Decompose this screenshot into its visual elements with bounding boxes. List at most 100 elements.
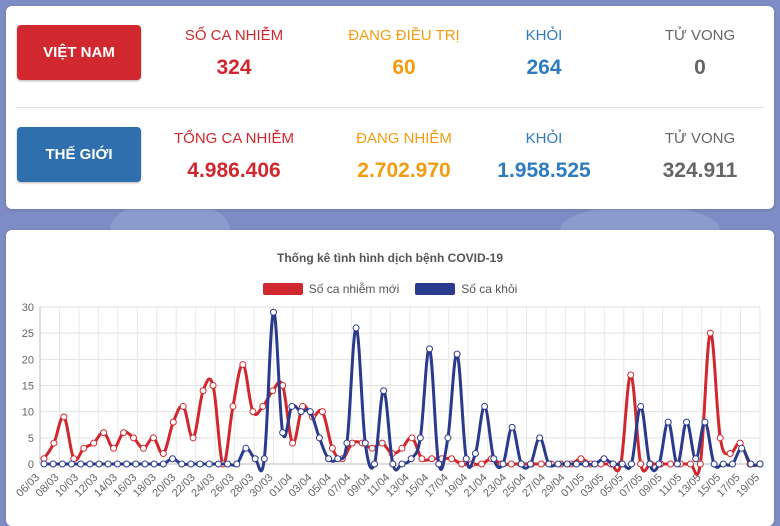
data-point-new-cases <box>139 444 147 452</box>
y-tick-label: 20 <box>22 354 34 366</box>
world-stat-label: TỬ VONG <box>664 130 736 147</box>
data-point-new-cases <box>328 444 336 452</box>
legend-label-recovered: Số ca khỏi <box>461 282 518 296</box>
world-stat-value: 2.702.970 <box>357 159 451 182</box>
data-point-new-cases <box>90 439 98 447</box>
data-point-recovered <box>738 444 746 452</box>
data-point-new-cases <box>408 434 416 442</box>
data-point-recovered <box>646 460 654 468</box>
data-point-recovered <box>113 460 121 468</box>
data-point-recovered <box>123 460 131 468</box>
data-point-new-cases <box>50 439 58 447</box>
data-point-recovered <box>683 418 691 426</box>
data-point-new-cases <box>269 387 277 395</box>
data-point-recovered <box>444 434 452 442</box>
data-point-recovered <box>325 455 333 463</box>
legend-item-new-cases[interactable]: Số ca nhiễm mới <box>262 282 399 296</box>
data-point-new-cases <box>120 429 128 437</box>
legend-swatch-new-cases <box>262 283 303 295</box>
vietnam-stat-label: SỐ CA NHIỄM <box>184 27 284 44</box>
data-point-recovered <box>710 460 718 468</box>
data-point-new-cases <box>289 439 297 447</box>
stats-card: VIỆT NAM SỐ CA NHIỄM 324 ĐANG ĐIỀU TRỊ 60 KH… <box>6 6 774 209</box>
data-point-new-cases <box>130 434 137 442</box>
data-point-recovered <box>141 460 149 468</box>
world-stat-3: TỬ VONG 324.911 <box>620 130 780 183</box>
data-point-recovered <box>95 460 103 468</box>
data-point-recovered <box>288 402 296 410</box>
vietnam-button[interactable]: VIỆT NAM <box>17 25 141 80</box>
data-point-recovered <box>435 460 443 468</box>
data-point-recovered <box>627 460 635 468</box>
data-point-new-cases <box>110 444 118 452</box>
data-point-recovered <box>655 460 663 468</box>
data-point-recovered <box>499 460 507 468</box>
data-point-recovered <box>582 460 590 468</box>
data-point-new-cases <box>706 329 714 337</box>
data-point-recovered <box>370 460 378 468</box>
data-point-new-cases <box>368 444 376 452</box>
chart-legend: Số ca nhiễm mới Số ca khỏi <box>6 282 774 296</box>
data-point-recovered <box>416 434 424 442</box>
chart-title: Thống kê tình hình dịch bệnh COVID-19 <box>277 251 503 265</box>
data-point-recovered <box>251 455 259 463</box>
vietnam-stat-value: 324 <box>216 56 252 79</box>
data-point-new-cases <box>159 450 167 458</box>
vietnam-stat-0: SỐ CA NHIỄM 324 <box>154 27 314 80</box>
vietnam-stat-value: 60 <box>392 56 416 79</box>
data-point-recovered <box>86 460 94 468</box>
data-point-new-cases <box>229 402 237 410</box>
data-point-recovered <box>361 439 369 447</box>
world-button[interactable]: THẾ GIỚI <box>17 127 141 182</box>
vietnam-stat-value: 264 <box>526 56 562 79</box>
data-point-recovered <box>260 455 268 463</box>
data-point-recovered <box>352 324 360 332</box>
legend-item-recovered[interactable]: Số ca khỏi <box>415 282 517 296</box>
y-tick-label: 30 <box>22 302 34 314</box>
data-point-recovered <box>756 460 764 468</box>
data-point-recovered <box>77 460 85 468</box>
legend-swatch-recovered <box>415 283 456 295</box>
vietnam-stat-1: ĐANG ĐIỀU TRỊ 60 <box>324 27 484 80</box>
vietnam-stat-value: 0 <box>694 56 706 79</box>
data-point-new-cases <box>80 444 88 452</box>
data-point-recovered <box>471 450 479 458</box>
data-point-recovered <box>591 460 599 468</box>
data-point-new-cases <box>418 455 426 463</box>
data-point-recovered <box>297 408 305 416</box>
data-point-recovered <box>481 402 489 410</box>
data-point-recovered <box>233 460 241 468</box>
data-point-recovered <box>68 460 76 468</box>
world-stat-label: TỔNG CA NHIỄM <box>173 130 294 147</box>
y-tick-label: 0 <box>28 459 34 471</box>
divider <box>16 107 764 108</box>
data-point-recovered <box>728 460 736 468</box>
data-point-recovered <box>545 460 553 468</box>
world-stat-value: 4.986.406 <box>187 159 281 182</box>
data-point-new-cases <box>149 434 157 442</box>
data-point-new-cases <box>179 402 187 410</box>
data-point-new-cases <box>199 387 207 395</box>
data-point-new-cases <box>60 413 68 421</box>
data-point-recovered <box>269 308 277 316</box>
data-point-recovered <box>343 439 351 447</box>
data-point-recovered <box>150 460 158 468</box>
series-line-recovered <box>44 310 761 473</box>
data-point-recovered <box>159 460 167 468</box>
data-point-recovered <box>224 460 232 468</box>
y-tick-label: 25 <box>22 328 34 340</box>
data-point-recovered <box>563 460 571 468</box>
data-point-new-cases <box>637 460 645 468</box>
data-point-recovered <box>389 460 397 468</box>
data-point-recovered <box>600 455 608 463</box>
world-stat-0: TỔNG CA NHIỄM 4.986.406 <box>154 130 314 183</box>
data-point-recovered <box>169 455 177 463</box>
world-stat-value: 324.911 <box>662 159 738 182</box>
data-point-new-cases <box>726 450 734 458</box>
data-point-new-cases <box>478 460 486 468</box>
data-point-recovered <box>398 460 406 468</box>
data-point-new-cases <box>209 382 217 389</box>
data-point-new-cases <box>398 444 406 452</box>
data-point-recovered <box>187 460 195 468</box>
chart-card: Thống kê tình hình dịch bệnh COVID-19 Số… <box>6 230 774 526</box>
